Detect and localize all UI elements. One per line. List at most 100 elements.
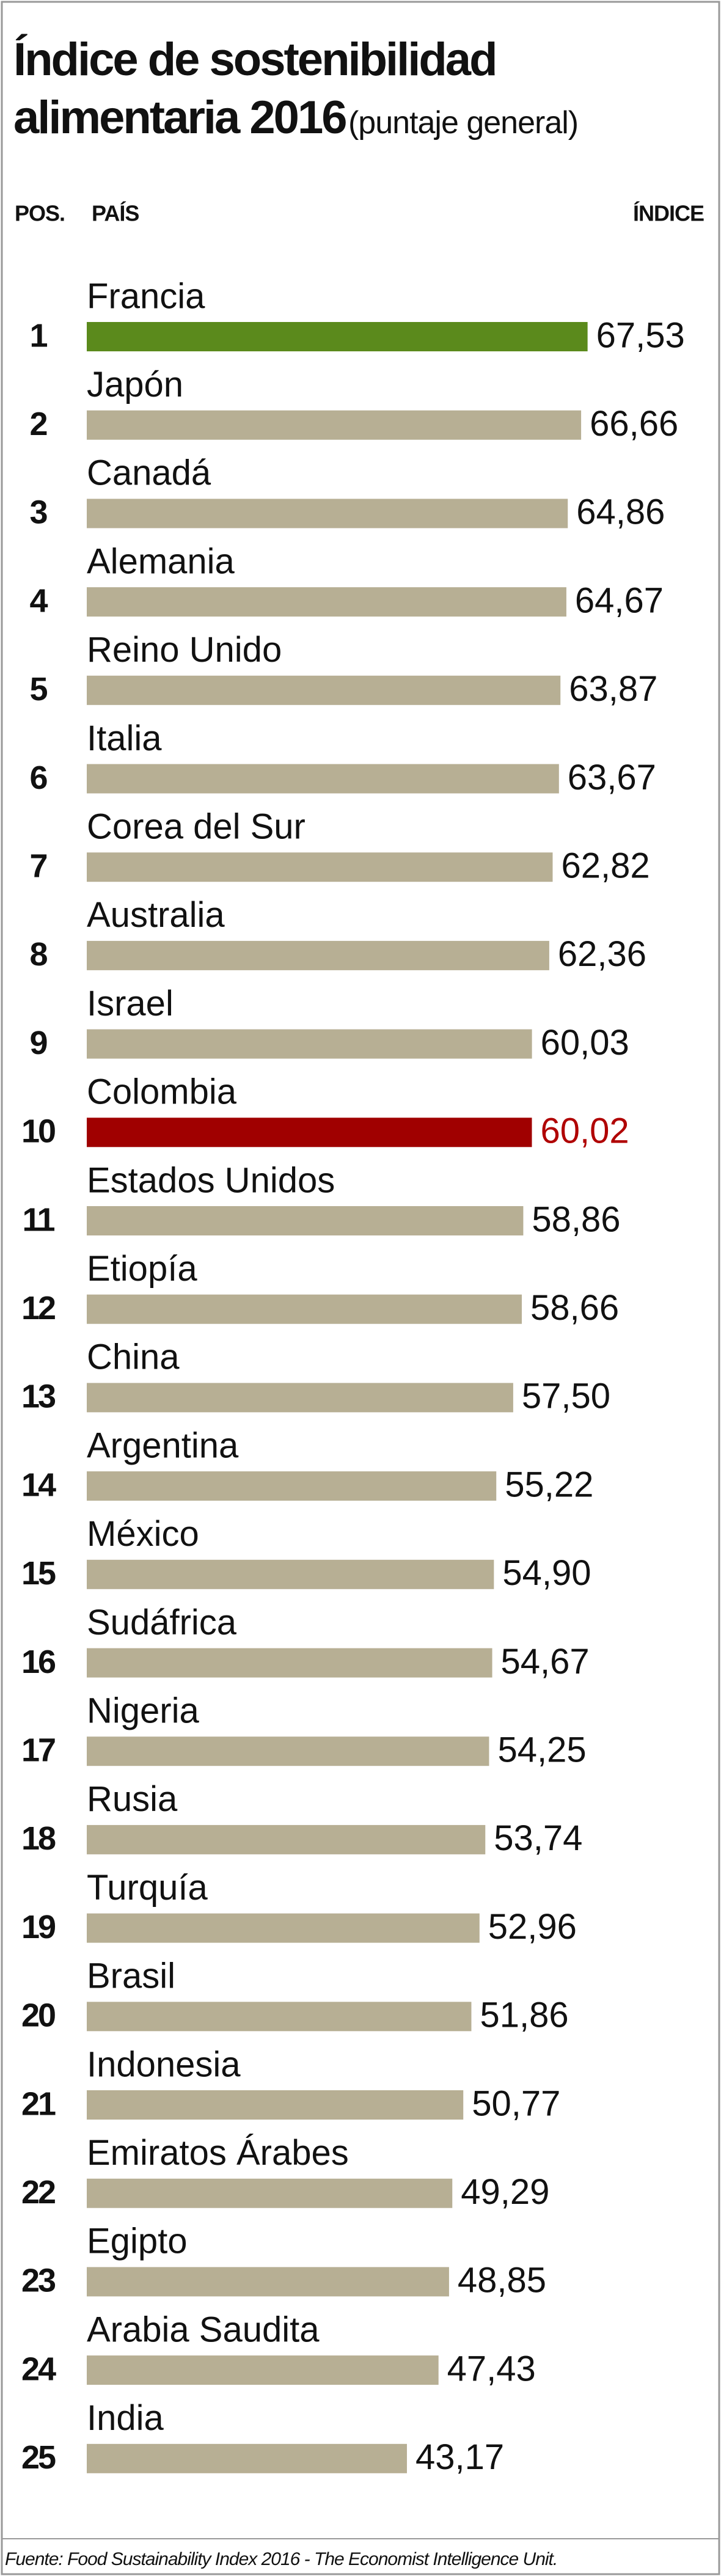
value-label: 52,96 (488, 1907, 577, 1947)
country-label: Argentina (87, 1425, 239, 1465)
country-label: Etiopía (87, 1249, 197, 1289)
country-label: Arabia Saudita (87, 2310, 320, 2349)
position-label: 15 (21, 1555, 56, 1592)
position-label: 12 (21, 1290, 55, 1326)
value-label: 64,67 (575, 580, 664, 620)
value-label: 54,90 (502, 1553, 591, 1593)
bar (87, 940, 549, 970)
value-label: 43,17 (415, 2437, 504, 2477)
position-label: 20 (21, 1997, 55, 2034)
country-label: Francia (87, 276, 205, 316)
value-label: 57,50 (522, 1377, 610, 1416)
bar (87, 1648, 492, 1678)
position-label: 11 (22, 1201, 54, 1238)
header: Índice de sostenibilidad alimentaria 201… (13, 31, 716, 147)
bar (87, 1206, 524, 1235)
bar (87, 587, 566, 617)
position-label: 14 (21, 1466, 56, 1503)
bar (87, 2267, 449, 2297)
position-label: 19 (21, 1909, 56, 1945)
value-label: 54,67 (501, 1642, 590, 1681)
value-label: 48,85 (458, 2261, 546, 2300)
position-label: 10 (21, 1113, 55, 1150)
bar (87, 1913, 480, 1943)
bar (87, 852, 553, 882)
value-label: 54,25 (497, 1730, 586, 1770)
position-label: 18 (21, 1820, 56, 1857)
position-label: 17 (21, 1732, 55, 1768)
position-label: 25 (21, 2439, 56, 2476)
position-label: 8 (29, 936, 47, 973)
chart-subtitle: (puntaje general) (348, 105, 579, 141)
value-label: 64,86 (576, 492, 665, 532)
value-label: 60,03 (541, 1023, 629, 1063)
country-label: Australia (87, 895, 225, 935)
value-label: 47,43 (447, 2349, 536, 2388)
country-label: Sudáfrica (87, 1603, 237, 1642)
country-label: Reino Unido (87, 630, 282, 670)
bar (87, 1029, 532, 1059)
country-label: Canadá (87, 453, 211, 493)
position-label: 13 (21, 1378, 56, 1415)
bar (87, 1471, 497, 1501)
bar (87, 2443, 407, 2473)
bar (87, 2002, 472, 2032)
bar (87, 1118, 532, 1147)
country-label: Alemania (87, 541, 235, 581)
position-label: 9 (29, 1025, 47, 1061)
position-label: 22 (21, 2174, 55, 2211)
position-label: 3 (29, 494, 47, 531)
value-label: 60,02 (540, 1111, 629, 1151)
position-label: 7 (29, 847, 46, 884)
value-label: 49,29 (461, 2172, 549, 2212)
index-header: ÍNDICE (633, 201, 704, 226)
country-label: Egipto (87, 2222, 187, 2261)
bar (87, 322, 588, 351)
position-label: 6 (29, 759, 47, 796)
value-label: 58,86 (532, 1199, 620, 1239)
value-label: 58,66 (530, 1288, 619, 1328)
country-label: Japón (87, 365, 183, 404)
bar (87, 2355, 439, 2385)
value-label: 63,67 (568, 758, 656, 797)
source: Fuente: Food Sustainability Index 2016 -… (5, 2549, 557, 2569)
bar (87, 1294, 522, 1324)
country-label: Italia (87, 719, 162, 758)
bar (87, 1824, 486, 1854)
value-label: 53,74 (494, 1818, 582, 1858)
country-label: Nigeria (87, 1691, 199, 1731)
value-label: 62,82 (561, 846, 650, 886)
position-label: 5 (29, 671, 47, 708)
position-label: 23 (21, 2263, 56, 2299)
bar (87, 2178, 453, 2208)
country-label: Rusia (87, 1779, 178, 1819)
country-label: México (87, 1514, 199, 1554)
country-label: Turquía (87, 1868, 208, 1908)
position-label: 24 (21, 2351, 56, 2387)
position-label: 21 (21, 2085, 56, 2122)
country-label: Estados Unidos (87, 1160, 335, 1200)
position-label: 16 (21, 1644, 56, 1680)
country-header: PAÍS (92, 201, 139, 226)
country-label: India (87, 2398, 164, 2438)
value-label: 50,77 (472, 2084, 560, 2123)
country-label: Colombia (87, 1072, 237, 1112)
bar (87, 1383, 513, 1413)
value-label: 66,66 (590, 404, 678, 444)
country-label: Emiratos Árabes (87, 2133, 349, 2173)
bar (87, 2090, 464, 2120)
chart-title: Índice de sostenibilidad alimentaria 201… (13, 34, 497, 144)
pos-header: POS. (15, 201, 65, 226)
country-label: Israel (87, 984, 174, 1023)
value-label: 62,36 (558, 934, 646, 974)
bar (87, 1559, 494, 1589)
value-label: 67,53 (596, 315, 685, 355)
bar (87, 410, 582, 440)
country-label: Corea del Sur (87, 807, 306, 847)
country-label: China (87, 1337, 180, 1377)
bar (87, 1736, 489, 1766)
value-label: 63,87 (569, 669, 657, 709)
